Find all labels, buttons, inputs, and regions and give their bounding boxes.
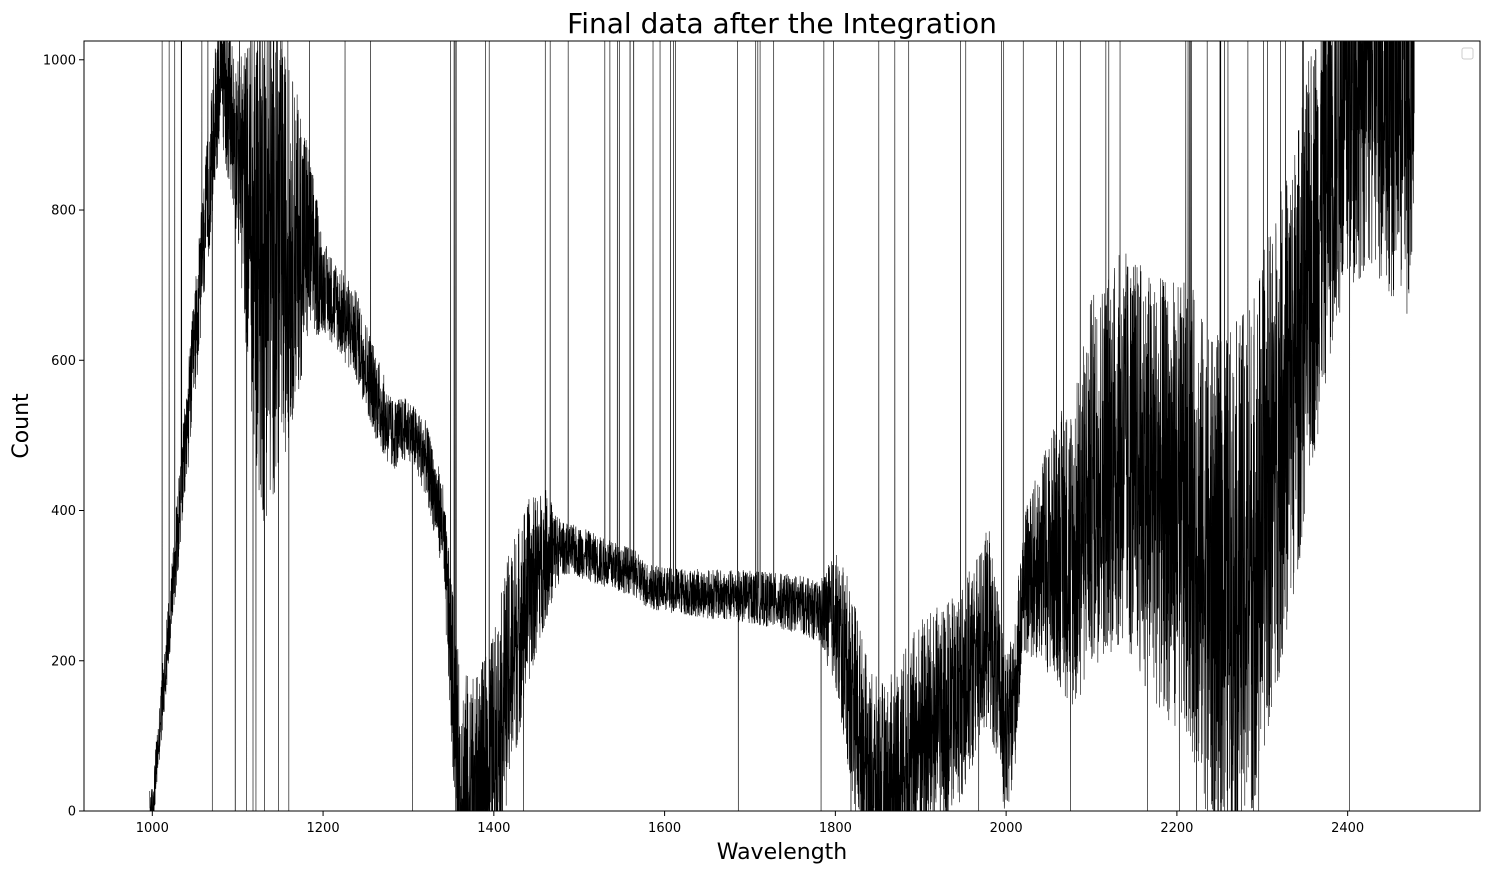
series-line: [149, 41, 1415, 811]
series-layer: [149, 41, 1415, 811]
x-axis-ticks: 1000 1200 1400 1600 1800 2000 2200 2400: [136, 811, 1364, 836]
y-tick-label: 600: [51, 354, 76, 369]
x-tick-label: 2200: [1160, 821, 1193, 836]
x-tick-label: 1800: [819, 821, 852, 836]
x-tick-label: 2400: [1331, 821, 1364, 836]
y-tick-label: 1000: [43, 53, 76, 68]
legend-box: [1461, 47, 1474, 60]
y-axis-label: Count: [9, 393, 34, 459]
x-tick-label: 1200: [307, 821, 340, 836]
y-tick-label: 200: [51, 654, 76, 669]
x-tick-label: 1400: [477, 821, 510, 836]
x-tick-label: 1600: [648, 821, 681, 836]
y-tick-label: 400: [51, 504, 76, 519]
x-axis-label: Wavelength: [717, 840, 848, 865]
plot-area: [83, 40, 1481, 812]
y-tick-label: 0: [68, 805, 76, 820]
y-tick-label: 800: [51, 204, 76, 219]
x-tick-label: 1000: [136, 821, 169, 836]
axes-frame: [83, 40, 1481, 812]
y-axis-ticks: 0 200 400 600 800 1000: [43, 53, 84, 820]
x-tick-label: 2000: [990, 821, 1023, 836]
chart-title: Final data after the Integration: [567, 7, 997, 40]
